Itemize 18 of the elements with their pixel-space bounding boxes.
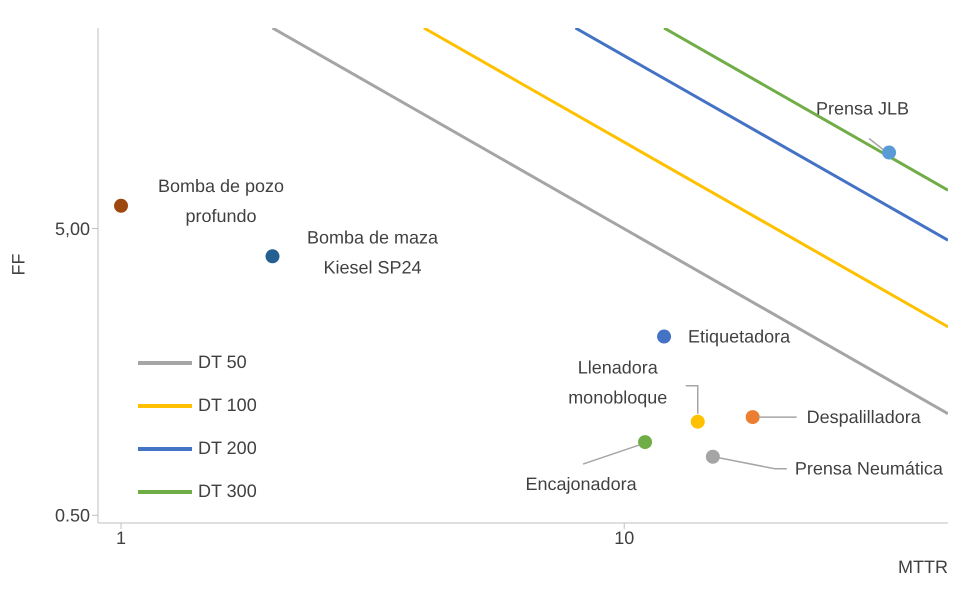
x-axis-title: MTTR bbox=[898, 557, 948, 577]
legend-label: DT 100 bbox=[198, 395, 257, 416]
annotation: Despalilladora bbox=[806, 407, 922, 428]
y-tick-label: 0.50 bbox=[54, 506, 90, 526]
x-tick-label: 10 bbox=[614, 528, 634, 548]
annotation: Bomba de pozo profundo bbox=[158, 176, 284, 226]
legend-label: DT 50 bbox=[198, 352, 247, 373]
y-axis-title: FF bbox=[8, 254, 28, 276]
x-tick-label: 1 bbox=[116, 528, 126, 548]
annotation: Etiquetadora bbox=[688, 326, 792, 347]
annotation: Bomba de maza Kiesel SP24 bbox=[306, 227, 440, 278]
annotation: Encajonadora bbox=[526, 474, 638, 494]
y-tick-label: 5,00 bbox=[54, 218, 90, 239]
annotation: Llenadora monobloque bbox=[568, 358, 668, 408]
annotation: Prensa JLB bbox=[816, 98, 910, 119]
legend-label: DT 200 bbox=[198, 438, 257, 459]
annotation: Prensa Neumática bbox=[794, 458, 944, 479]
legend-label: DT 300 bbox=[198, 481, 257, 502]
